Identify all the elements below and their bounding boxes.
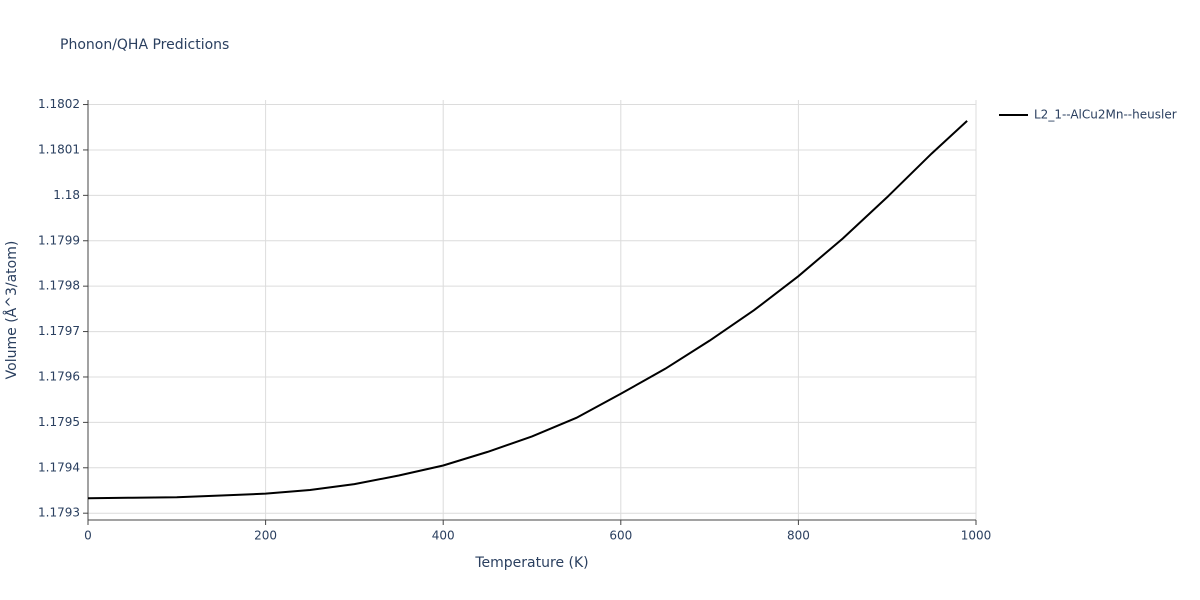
y-tick-label: 1.1796: [38, 369, 80, 383]
y-tick-label: 1.1802: [38, 97, 80, 111]
x-axis-label: Temperature (K): [474, 555, 588, 571]
y-tick-label: 1.18: [53, 188, 80, 202]
y-tick-label: 1.1794: [38, 460, 80, 474]
x-tick-label: 800: [787, 529, 810, 543]
y-tick-label: 1.1798: [38, 279, 80, 293]
x-tick-label: 1000: [961, 529, 992, 543]
legend-label: L2_1--AlCu2Mn--heusler: [1034, 108, 1177, 122]
line-series: [87, 120, 968, 500]
y-axis-label: Volume (Å^3/atom): [3, 241, 20, 380]
y-tick-label: 1.1801: [38, 142, 80, 156]
x-tick-label: 200: [254, 529, 277, 543]
chart-title: Phonon/QHA Predictions: [60, 37, 229, 53]
x-tick-label: 600: [609, 529, 632, 543]
y-tick-label: 1.1793: [38, 506, 80, 520]
x-tick-label: 0: [84, 529, 92, 543]
y-tick-label: 1.1795: [38, 415, 80, 429]
x-tick-label: 400: [432, 529, 455, 543]
y-tick-label: 1.1799: [38, 233, 80, 247]
y-tick-label: 1.1797: [38, 324, 80, 338]
